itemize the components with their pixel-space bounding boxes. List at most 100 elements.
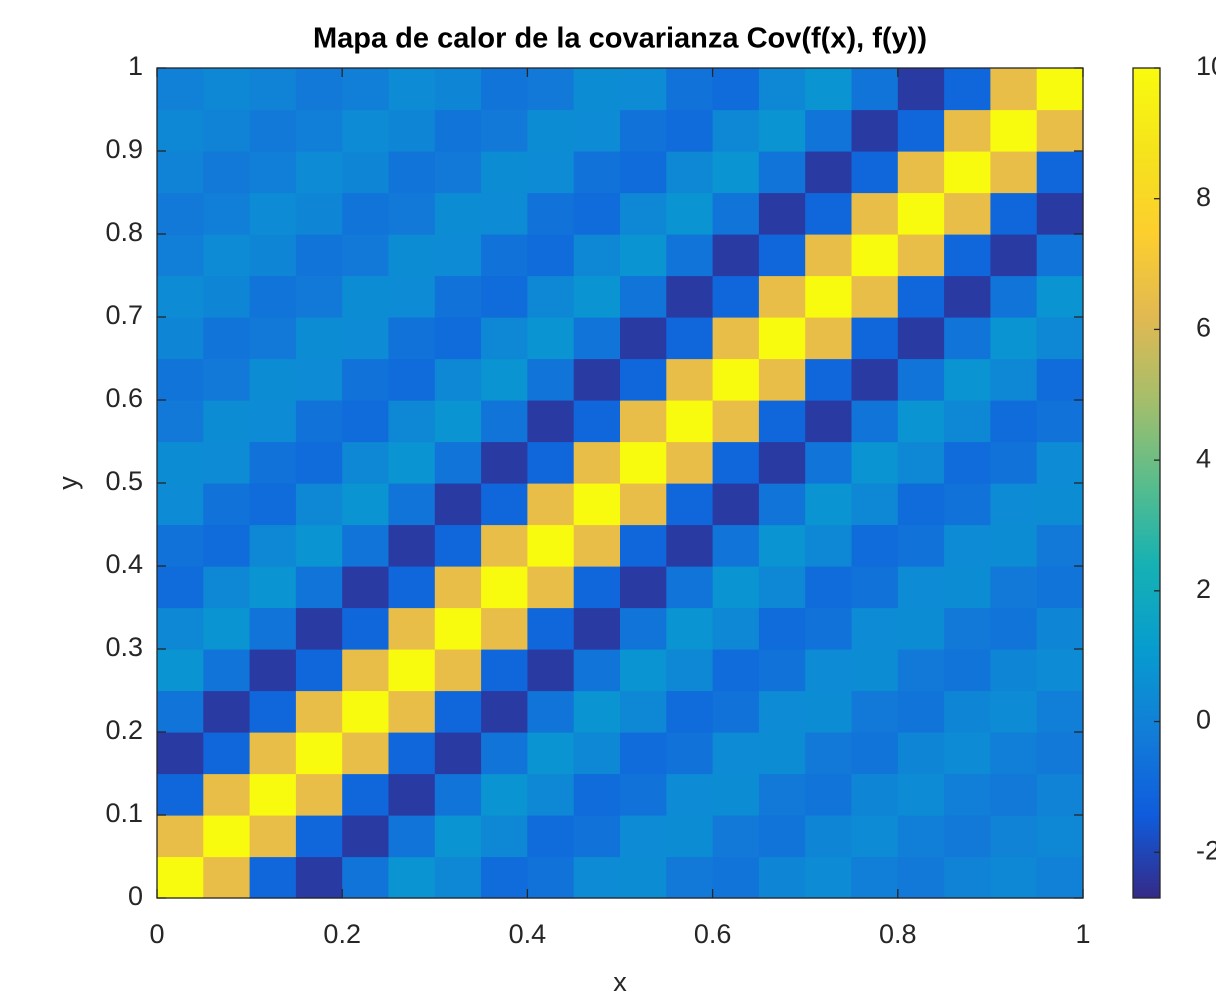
heatmap-cell [573,151,621,194]
heatmap-cell [944,607,991,650]
heatmap-cell [388,317,436,360]
heatmap-cell [805,524,853,567]
heatmap-cell [342,815,390,858]
heatmap-cell [388,400,436,443]
heatmap-cell [990,607,1038,650]
heatmap-cell [388,524,436,567]
heatmap-cell [481,483,528,526]
heatmap-cell [758,649,806,692]
heatmap-cell [805,441,853,484]
heatmap-cell [249,441,297,484]
heatmap-cell [434,358,482,401]
x-tick-label: 0.8 [879,919,917,949]
heatmap-cell [249,732,297,775]
heatmap-cell [851,275,899,318]
heatmap-cell [712,441,760,484]
heatmap-cell [434,566,482,609]
heatmap-cell [712,566,760,609]
heatmap-cell [990,275,1038,318]
heatmap-cell [897,815,945,858]
heatmap-cell [481,275,528,318]
heatmap-cell [388,68,436,111]
heatmap-cell [527,358,575,401]
heatmap-cell [990,566,1038,609]
heatmap-cell [342,607,390,650]
heatmap-cell [481,690,528,733]
heatmap-cell [249,151,297,194]
heatmap-cell [388,607,436,650]
heatmap-cell [295,649,343,692]
heatmap-cell [944,649,991,692]
heatmap-cell [1036,400,1084,443]
heatmap-cell [295,400,343,443]
heatmap-cell [573,649,621,692]
heatmap-cell [527,317,575,360]
x-tick-label: 1 [1075,919,1090,949]
heatmap-cell [620,524,667,567]
x-tick-label: 0.6 [694,919,732,949]
heatmap-cell [990,690,1038,733]
heatmap-cell [527,109,575,152]
y-tick-label: 0 [128,881,143,911]
heatmap-cell [203,566,251,609]
heatmap-cell [295,68,343,111]
colorbar-tick-label: 10 [1196,51,1216,81]
heatmap-cell [944,109,991,152]
heatmap-cell [758,358,806,401]
heatmap-cell [388,773,436,816]
heatmap-cell [203,773,251,816]
heatmap-cell [944,483,991,526]
heatmap-cell [573,317,621,360]
heatmap-cell [666,856,714,899]
heatmap-cell [295,234,343,277]
heatmap-cell [944,856,991,899]
heatmap-cell [666,234,714,277]
heatmap-cell [573,732,621,775]
heatmap-cell [1036,524,1084,567]
heatmap-cell [666,317,714,360]
heatmap-cell [527,815,575,858]
heatmap-cell [758,275,806,318]
heatmap-cell [249,566,297,609]
heatmap-cell [851,649,899,692]
heatmap-cell [712,732,760,775]
heatmap-cell [573,815,621,858]
heatmap-cell [573,109,621,152]
heatmap-cell [295,151,343,194]
colorbar-tick-label: 6 [1196,313,1211,343]
heatmap-cell [897,483,945,526]
heatmap-cell [295,441,343,484]
heatmap-cell [481,732,528,775]
heatmap-cell [203,815,251,858]
heatmap-cell [758,566,806,609]
heatmap-cell [295,317,343,360]
heatmap-cell [203,483,251,526]
heatmap-cell [434,400,482,443]
heatmap-cell [758,151,806,194]
heatmap-cell [805,483,853,526]
heatmap-cell [620,151,667,194]
heatmap-cell [712,234,760,277]
heatmap-cell [758,773,806,816]
heatmap-cell [620,400,667,443]
heatmap-cell [1036,275,1084,318]
y-axis-label: y [53,476,83,490]
heatmap-cell [157,68,204,111]
heatmap-cell [666,649,714,692]
heatmap-cell [388,358,436,401]
heatmap-cell [805,690,853,733]
heatmap-cell [295,856,343,899]
heatmap-cell [944,151,991,194]
heatmap-cell [527,483,575,526]
heatmap-cell [620,192,667,235]
heatmap-cell [434,317,482,360]
heatmap-cell [249,483,297,526]
heatmap-cell [388,483,436,526]
heatmap-cell [203,151,251,194]
heatmap-cell [805,856,853,899]
heatmap-cell [249,524,297,567]
heatmap-cell [157,732,204,775]
heatmap-cell [990,649,1038,692]
heatmap-cell [897,607,945,650]
heatmap-cell [157,524,204,567]
